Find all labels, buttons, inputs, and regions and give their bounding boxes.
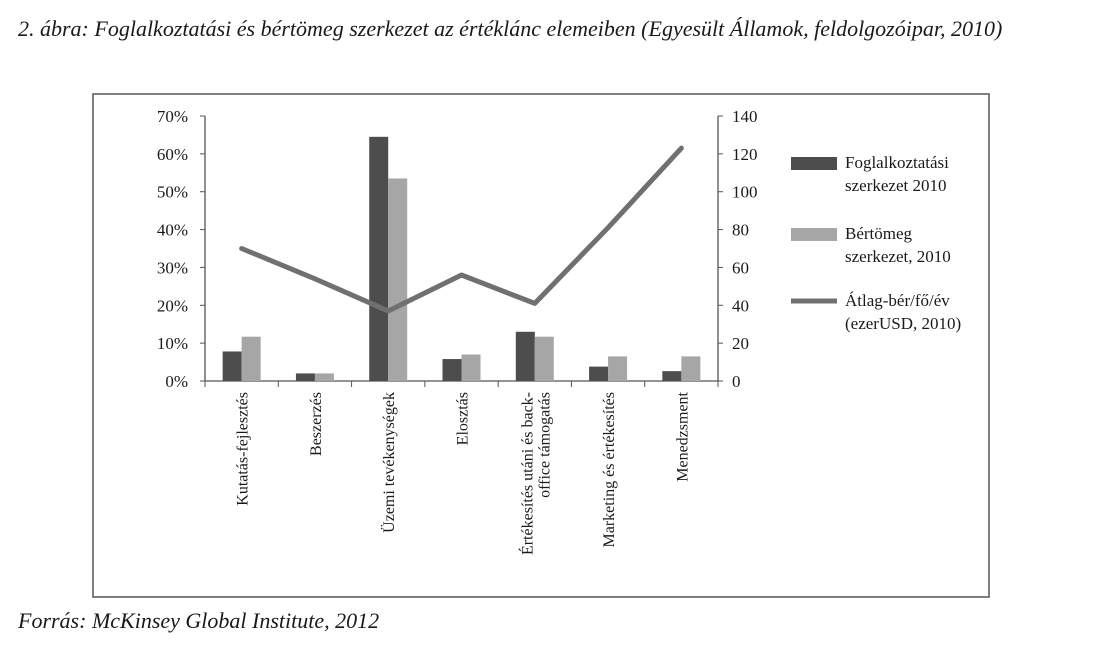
legend-label: (ezerUSD, 2010) — [845, 314, 961, 333]
x-category-label: Elosztás — [455, 392, 472, 445]
y-left-tick-label: 20% — [157, 296, 188, 315]
legend-label: szerkezet 2010 — [845, 176, 946, 195]
chart-frame — [92, 93, 990, 598]
x-category-label: Menedzsment — [674, 391, 691, 481]
y-left-tick-label: 70% — [157, 107, 188, 126]
bar-employment — [515, 331, 535, 381]
legend-swatch — [791, 228, 837, 241]
y-right-tick-label: 20 — [732, 334, 749, 353]
y-left-tick-label: 0% — [165, 372, 188, 391]
bar-employment — [369, 136, 389, 381]
x-category-label: Marketing és értékesítés — [601, 392, 618, 548]
y-right-tick-label: 100 — [732, 183, 758, 202]
y-left-tick-label: 30% — [157, 258, 188, 277]
y-right-tick-label: 80 — [732, 221, 749, 240]
bar-payroll — [314, 373, 334, 381]
y-right-tick-label: 120 — [732, 145, 758, 164]
legend-label: Foglalkoztatási — [845, 153, 949, 172]
y-left-tick-label: 40% — [157, 221, 188, 240]
legend-label: Bértömeg — [845, 224, 913, 243]
bar-payroll — [461, 354, 481, 381]
bar-employment — [589, 366, 609, 381]
bar-employment — [442, 359, 462, 381]
x-category-label: Üzemi tevékenységek — [380, 392, 398, 533]
y-left-tick-label: 60% — [157, 145, 188, 164]
bar-payroll — [241, 336, 261, 381]
x-category-label: office támogatás — [536, 392, 553, 498]
x-category-label: Beszerzés — [308, 392, 325, 456]
x-category-label: Értékesítés utáni és back- — [517, 392, 536, 555]
bar-employment — [295, 373, 315, 381]
bar-payroll — [534, 336, 554, 381]
figure-source: Forrás: McKinsey Global Institute, 2012 — [18, 608, 380, 633]
line-series-avg-wage — [239, 145, 684, 314]
figure-caption: 2. ábra: Foglalkoztatási és bértömeg sze… — [18, 16, 1003, 41]
y-right-tick-label: 0 — [732, 372, 741, 391]
legend-swatch — [791, 157, 837, 170]
y-left-tick-label: 10% — [157, 334, 188, 353]
bar-payroll — [681, 356, 701, 381]
x-category-label: Kutatás-fejlesztés — [235, 392, 252, 506]
bar-payroll — [608, 356, 628, 381]
bar-employment — [222, 351, 242, 381]
y-left-tick-label: 50% — [157, 183, 188, 202]
y-right-tick-label: 60 — [732, 258, 749, 277]
y-right-tick-label: 140 — [732, 107, 758, 126]
legend-label: szerkezet, 2010 — [845, 247, 951, 266]
y-right-tick-label: 40 — [732, 296, 749, 315]
bar-employment — [662, 371, 682, 381]
bar-payroll — [388, 178, 408, 381]
legend-label: Átlag-bér/fő/év — [845, 291, 950, 310]
